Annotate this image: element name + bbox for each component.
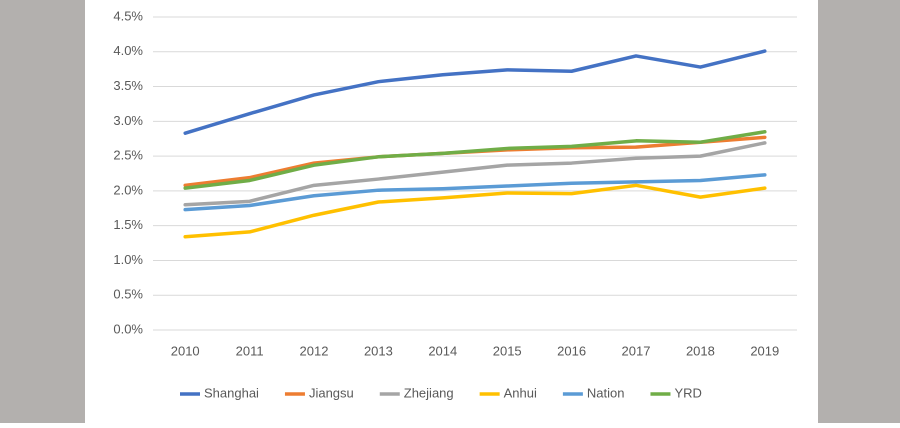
x-tick-label: 2017 bbox=[622, 343, 651, 358]
x-tick-label: 2010 bbox=[171, 343, 200, 358]
legend-label: Nation bbox=[587, 385, 625, 400]
side-panel bbox=[0, 0, 85, 423]
series-line bbox=[183, 173, 767, 212]
y-tick-label: 1.0% bbox=[113, 252, 143, 267]
legend-label: Anhui bbox=[504, 385, 537, 400]
x-tick-label: 2016 bbox=[557, 343, 586, 358]
x-tick-label: 2011 bbox=[236, 343, 264, 358]
x-tick-label: 2013 bbox=[364, 343, 393, 358]
y-tick-label: 2.5% bbox=[113, 148, 143, 163]
series-line bbox=[183, 49, 767, 135]
series-line bbox=[183, 183, 767, 239]
y-tick-label: 0.0% bbox=[113, 321, 143, 336]
y-tick-label: 4.5% bbox=[113, 8, 143, 23]
legend-label: Zhejiang bbox=[404, 385, 454, 400]
side-panel bbox=[818, 0, 900, 423]
y-tick-label: 4.0% bbox=[113, 43, 143, 58]
y-tick-label: 2.0% bbox=[113, 182, 143, 197]
legend-label: YRD bbox=[674, 385, 701, 400]
series-line bbox=[183, 130, 767, 190]
x-tick-label: 2015 bbox=[493, 343, 522, 358]
x-tick-label: 2012 bbox=[300, 343, 329, 358]
x-tick-label: 2018 bbox=[686, 343, 715, 358]
legend-label: Jiangsu bbox=[309, 385, 354, 400]
y-tick-label: 3.0% bbox=[113, 113, 143, 128]
y-tick-label: 0.5% bbox=[113, 287, 143, 302]
series-line bbox=[183, 135, 767, 188]
x-tick-label: 2014 bbox=[428, 343, 457, 358]
series-line bbox=[183, 141, 767, 207]
legend-label: Shanghai bbox=[204, 385, 259, 400]
y-tick-label: 1.5% bbox=[113, 217, 143, 232]
y-tick-label: 3.5% bbox=[113, 78, 143, 93]
x-tick-label: 2019 bbox=[750, 343, 779, 358]
